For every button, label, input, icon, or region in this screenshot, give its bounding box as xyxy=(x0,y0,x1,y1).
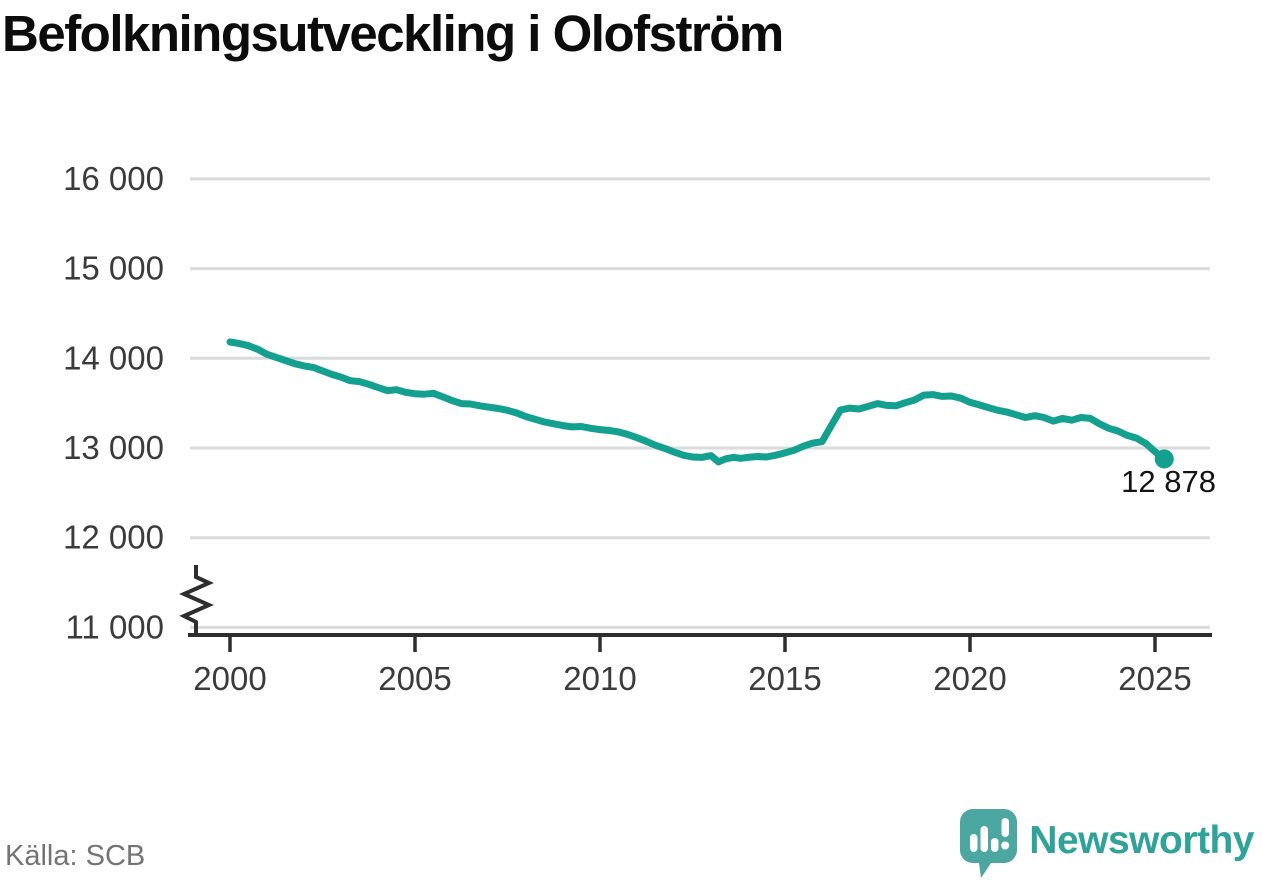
newsworthy-logo-text: Newsworthy xyxy=(1029,818,1254,862)
source-caption: Källa: SCB xyxy=(5,840,146,872)
x-tick-label: 2020 xyxy=(933,660,1006,697)
y-tick-label: 11 000 xyxy=(66,608,164,645)
bar-2 xyxy=(980,826,989,852)
y-tick-label: 16 000 xyxy=(63,160,164,197)
end-point-marker xyxy=(1154,449,1174,469)
end-value-label: 12 878 xyxy=(1121,464,1216,499)
x-tick-label: 2015 xyxy=(748,660,821,697)
newsworthy-logo-icon xyxy=(960,809,1018,878)
x-tick-label: 2000 xyxy=(193,660,266,697)
bar-3 xyxy=(991,838,999,852)
exclamation-bar xyxy=(1001,818,1010,837)
y-tick-label: 15 000 xyxy=(63,250,164,287)
population-line-series xyxy=(226,338,1168,466)
x-tick-label: 2025 xyxy=(1118,660,1191,697)
newsworthy-logo: Newsworthy xyxy=(960,808,1254,880)
axis-break-mark xyxy=(179,565,214,634)
exclamation-dot xyxy=(1001,841,1010,850)
y-tick-label: 14 000 xyxy=(63,339,164,376)
bar-1 xyxy=(970,834,978,852)
y-tick-label: 13 000 xyxy=(63,429,164,466)
x-tick-label: 2005 xyxy=(378,660,451,697)
chart-title: Befolkningsutveckling i Olofström xyxy=(2,5,784,62)
x-tick-label: 2010 xyxy=(563,660,636,697)
y-tick-label: 12 000 xyxy=(63,519,164,556)
